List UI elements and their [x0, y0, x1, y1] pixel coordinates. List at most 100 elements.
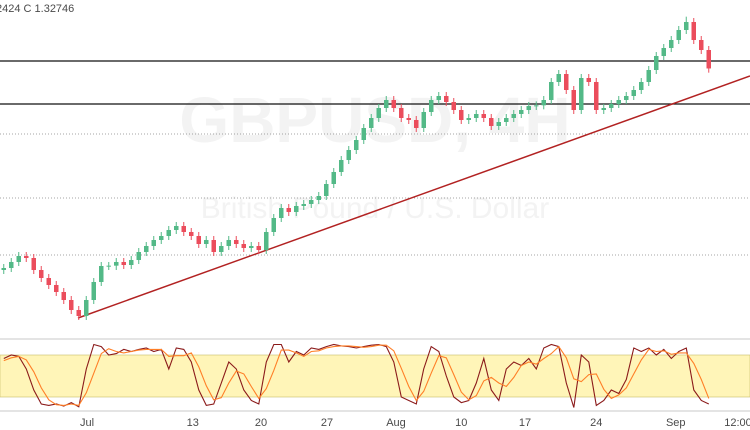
- candle-body: [684, 22, 689, 30]
- candle-body: [346, 150, 351, 160]
- candle-body: [444, 96, 449, 102]
- candle-body: [354, 140, 359, 150]
- candle-body: [376, 108, 381, 118]
- candle-body: [316, 196, 321, 200]
- candle-body: [496, 122, 501, 126]
- candle-body: [226, 240, 231, 246]
- candle-body: [16, 256, 21, 262]
- candle-body: [421, 112, 426, 128]
- candle-body: [571, 90, 576, 110]
- candle-body: [91, 282, 96, 300]
- x-tick-label: 27: [321, 417, 333, 429]
- candle-body: [646, 70, 651, 82]
- candle-body: [61, 292, 66, 300]
- x-tick-label: 17: [519, 417, 531, 429]
- candle-body: [331, 172, 336, 184]
- candle-body: [99, 266, 104, 282]
- watermark-subtitle: British Pound / U.S. Dollar: [201, 192, 549, 225]
- candle-body: [211, 240, 216, 252]
- candle-body: [181, 226, 186, 232]
- x-tick-label: 10: [455, 417, 467, 429]
- candle-body: [286, 208, 291, 212]
- candle-body: [594, 82, 599, 110]
- candle-body: [234, 240, 239, 244]
- candle-body: [384, 100, 389, 108]
- candle-body: [526, 106, 531, 110]
- candle-body: [121, 262, 126, 265]
- candle-body: [219, 246, 224, 252]
- candle-body: [519, 110, 524, 114]
- candle-body: [579, 78, 584, 110]
- candle-body: [174, 226, 179, 230]
- candle-body: [294, 206, 299, 212]
- candle-body: [534, 105, 539, 107]
- candle-body: [691, 22, 696, 40]
- x-tick-label: 20: [255, 417, 267, 429]
- candle-body: [706, 50, 711, 69]
- candle-body: [106, 265, 111, 267]
- candle-body: [9, 262, 14, 268]
- candle-body: [414, 120, 419, 128]
- candle-body: [601, 108, 606, 110]
- candle-body: [129, 260, 134, 265]
- candle-body: [114, 262, 119, 266]
- candle-body: [609, 104, 614, 108]
- oscillator-line: [3, 343, 710, 408]
- candle-body: [196, 236, 201, 244]
- candle-body: [474, 114, 479, 118]
- candle-body: [616, 100, 621, 104]
- candle-body: [541, 100, 546, 106]
- x-tick-label: Sep: [666, 417, 686, 429]
- watermark-title: GBPUSD, 4H: [179, 84, 570, 156]
- candle-body: [459, 110, 464, 120]
- candle-body: [256, 246, 261, 250]
- candle-body: [639, 82, 644, 90]
- x-tick-label: Jul: [80, 417, 94, 429]
- x-tick-label: Aug: [386, 417, 406, 429]
- candle-body: [556, 74, 561, 82]
- candle-body: [661, 48, 666, 56]
- candle-body: [669, 40, 674, 48]
- candle-body: [466, 118, 471, 120]
- candle-body: [699, 40, 704, 50]
- candle-body: [324, 184, 329, 196]
- candle-body: [136, 252, 141, 260]
- candle-body: [31, 258, 36, 270]
- candle-body: [84, 300, 89, 316]
- candle-body: [549, 82, 554, 100]
- candle-body: [339, 160, 344, 172]
- candle-body: [76, 310, 81, 316]
- candle-body: [46, 278, 51, 285]
- candle-body: [676, 30, 681, 40]
- candle-body: [369, 118, 374, 128]
- oscillator-line: [3, 344, 710, 407]
- candle-body: [451, 102, 456, 110]
- candle-body: [511, 114, 516, 118]
- candle-body: [144, 246, 149, 252]
- candle-body: [151, 240, 156, 246]
- candle-body: [69, 300, 74, 310]
- candle-body: [279, 208, 284, 218]
- candle-body: [586, 78, 591, 82]
- candle-body: [204, 240, 209, 244]
- candle-body: [54, 285, 59, 292]
- candle-body: [271, 218, 276, 232]
- candle-body: [406, 118, 411, 120]
- candle-body: [436, 96, 441, 100]
- candle-body: [654, 56, 659, 70]
- candle-body: [361, 128, 366, 140]
- candle-body: [264, 232, 269, 250]
- candle-body: [631, 90, 636, 96]
- candle-body: [159, 236, 164, 240]
- candle-body: [309, 200, 314, 204]
- candle-body: [249, 246, 254, 248]
- candle-body: [564, 74, 569, 90]
- candle-body: [504, 118, 509, 122]
- oscillator-band: [0, 354, 750, 398]
- candle-body: [489, 118, 494, 126]
- candle-body: [1, 268, 6, 270]
- candle-body: [241, 244, 246, 248]
- candle-body: [391, 100, 396, 108]
- candle-body: [429, 100, 434, 112]
